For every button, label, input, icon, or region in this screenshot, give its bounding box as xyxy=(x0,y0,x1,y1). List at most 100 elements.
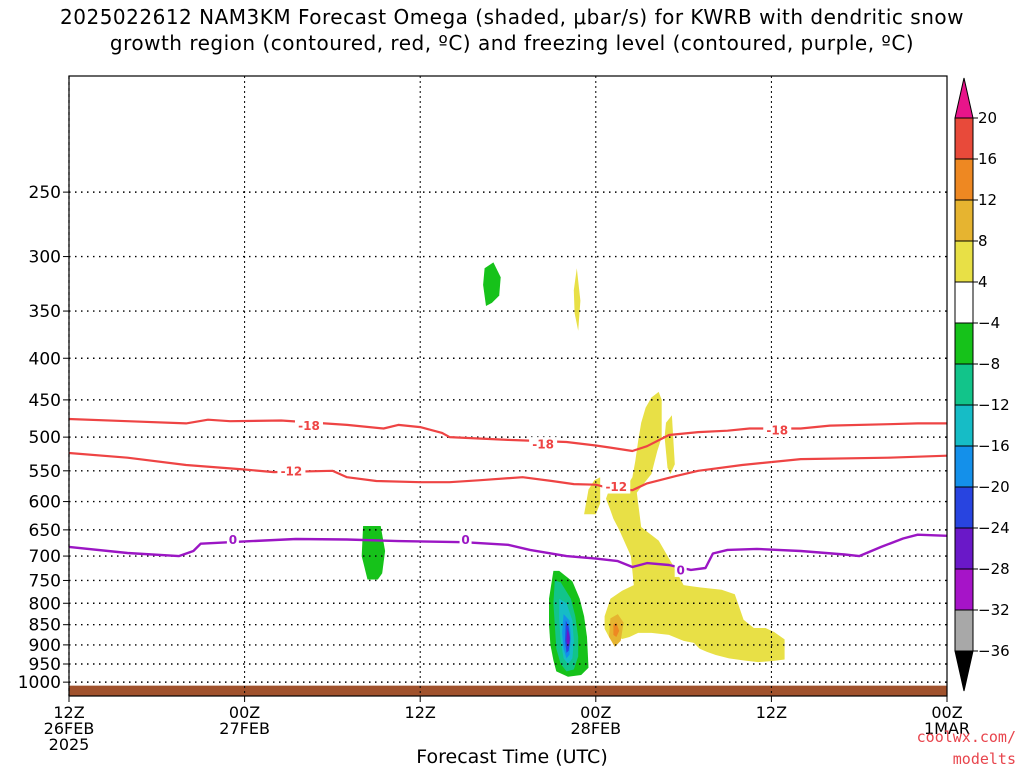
colorbar-bin xyxy=(954,609,974,652)
colorbar-bin xyxy=(954,404,974,447)
contour-label-bg xyxy=(529,437,558,452)
y-tick-label: 950 xyxy=(29,655,61,675)
contour-label: -12 xyxy=(605,480,627,494)
y-tick-label: 800 xyxy=(29,594,61,614)
y-tick-label: 250 xyxy=(29,183,61,203)
omega-region-5 xyxy=(604,391,785,663)
contour-0 xyxy=(68,533,948,572)
x-tick-label: 12Z xyxy=(53,703,84,722)
colorbar-bottom-arrow xyxy=(954,650,974,692)
omega-region-13 xyxy=(613,622,620,637)
site-credit-line-1[interactable]: coolwx.com/ xyxy=(916,728,1016,746)
contour-m18 xyxy=(68,417,947,453)
y-tick-label: 750 xyxy=(29,571,61,591)
colorbar-label: −8 xyxy=(978,355,1000,373)
colorbar-bin xyxy=(954,158,974,201)
colorbar-label: 12 xyxy=(978,191,997,209)
contour-label-bg xyxy=(674,562,687,577)
y-axis: 2503003504004505005506006507007508008509… xyxy=(18,183,69,693)
x-tick-label: 27FEB xyxy=(219,719,270,738)
colorbar-bin xyxy=(954,527,974,570)
y-tick-label: 1000 xyxy=(18,673,61,693)
plot-border xyxy=(68,75,948,697)
y-tick-label: 900 xyxy=(29,636,61,656)
colorbar-label: 4 xyxy=(978,273,988,291)
omega-shading xyxy=(361,262,785,677)
y-tick-label: 300 xyxy=(29,248,61,268)
x-tick-label: 00Z xyxy=(931,703,962,722)
contour-label: -12 xyxy=(281,464,303,478)
colorbar-bin xyxy=(954,363,974,406)
x-axis-title: Forecast Time (UTC) xyxy=(416,746,608,768)
contour-label: 0 xyxy=(461,533,469,547)
contour-label-bg xyxy=(277,463,306,478)
contour-label: 0 xyxy=(676,563,684,577)
contour-label-bg xyxy=(294,418,323,433)
x-tick-label: 28FEB xyxy=(570,719,621,738)
colorbar-label: 20 xyxy=(978,109,997,127)
colorbar-label: −32 xyxy=(978,601,1010,619)
colorbar-bin xyxy=(954,445,974,488)
y-tick-label: 650 xyxy=(29,521,61,541)
colorbar-label: −20 xyxy=(978,478,1010,496)
title-line-2: growth region (contoured, red, ºC) and f… xyxy=(109,31,915,55)
y-tick-label: 450 xyxy=(29,391,61,411)
colorbar-bin xyxy=(954,240,974,283)
y-tick-label: 550 xyxy=(29,462,61,482)
plot-frame xyxy=(68,75,948,697)
colorbar-bin xyxy=(954,199,974,242)
y-tick-label: 700 xyxy=(29,547,61,567)
omega-region-11 xyxy=(566,628,570,647)
contour-lines: -18 -18 -18 -12 -12 0 0 0 xyxy=(68,417,948,577)
colorbar-top-arrow xyxy=(954,77,974,119)
omega-region-0 xyxy=(483,262,501,306)
colorbar-label: 16 xyxy=(978,150,997,168)
x-tick-label: 00Z xyxy=(580,703,611,722)
contour-m12 xyxy=(68,451,948,492)
x-tick-label: 12Z xyxy=(405,703,436,722)
contour-label-bg xyxy=(602,479,631,494)
y-tick-label: 400 xyxy=(29,349,61,369)
omega-region-3 xyxy=(584,477,601,515)
omega-region-1 xyxy=(573,268,581,331)
terrain-block xyxy=(69,685,947,696)
y-tick-label: 500 xyxy=(29,428,61,448)
x-tick-label: 1MAR xyxy=(924,719,970,738)
contour-label-bg xyxy=(226,532,239,547)
colorbar-bin xyxy=(954,117,974,160)
colorbar-bin xyxy=(954,568,974,611)
colorbar-bin xyxy=(954,281,974,324)
contour-label: -18 xyxy=(298,419,320,433)
contour-label: -18 xyxy=(532,438,554,452)
colorbar-bin xyxy=(954,486,974,529)
colorbar-label: −4 xyxy=(978,314,1000,332)
contour-label-bg xyxy=(459,532,472,547)
site-credit-line-2[interactable]: modelts xyxy=(952,750,1016,768)
x-tick-label: 2025 xyxy=(49,735,90,754)
colorbar-bin xyxy=(954,322,974,365)
colorbar-label: −36 xyxy=(978,642,1010,660)
colorbar-label: −28 xyxy=(978,560,1010,578)
grid-lines xyxy=(69,76,947,696)
x-tick-label: 12Z xyxy=(756,703,787,722)
y-tick-label: 350 xyxy=(29,302,61,322)
site-credit[interactable]: coolwx.com/ modelts xyxy=(917,726,1016,770)
x-tick-label: 00Z xyxy=(229,703,260,722)
y-tick-label: 850 xyxy=(29,616,61,636)
terrain-layer xyxy=(69,685,947,696)
contour-label: 0 xyxy=(229,533,237,547)
colorbar-label: −24 xyxy=(978,519,1010,537)
omega-region-4 xyxy=(664,415,675,474)
colorbar-label: 8 xyxy=(978,232,988,250)
colorbar: 20 16 12 8 4 −4 −8 −12 −16 −20 −24 −28 −32 −36 xyxy=(954,77,1010,692)
contour-label-bg xyxy=(763,422,792,437)
contour-label: -18 xyxy=(766,423,788,437)
page-title: 2025022612 NAM3KM Forecast Omega (shaded… xyxy=(0,4,1024,56)
colorbar-label: −12 xyxy=(978,396,1010,414)
x-tick-label: 26FEB xyxy=(44,719,95,738)
omega-region-2 xyxy=(361,526,386,580)
colorbar-label: −16 xyxy=(978,437,1010,455)
title-line-1: 2025022612 NAM3KM Forecast Omega (shaded… xyxy=(60,5,964,29)
